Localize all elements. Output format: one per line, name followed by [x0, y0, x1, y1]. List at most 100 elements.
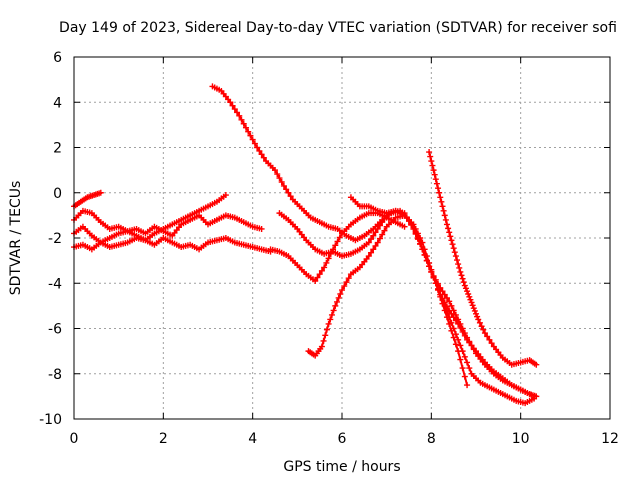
series-trace-j	[347, 194, 471, 389]
data-point	[446, 298, 453, 305]
data-point	[427, 153, 434, 160]
data-point	[325, 255, 332, 262]
x-tick-label: 10	[512, 431, 530, 447]
data-point	[473, 310, 479, 317]
x-tick-label: 0	[70, 431, 79, 447]
data-point	[457, 268, 464, 275]
data-point	[376, 222, 383, 229]
data-point	[441, 212, 448, 219]
data-point	[238, 116, 245, 123]
data-point	[229, 102, 236, 109]
data-point	[468, 342, 475, 349]
data-point	[470, 346, 477, 353]
data-point	[475, 316, 482, 323]
data-point	[429, 162, 436, 169]
data-point	[334, 238, 341, 245]
data-point	[376, 235, 383, 242]
data-point	[439, 288, 446, 295]
data-point	[419, 239, 426, 246]
data-point	[234, 109, 241, 116]
data-point	[469, 302, 476, 309]
series-trace-b	[71, 235, 274, 255]
data-point	[341, 283, 348, 290]
data-point	[459, 275, 466, 282]
data-point	[451, 249, 458, 256]
data-point	[379, 219, 386, 226]
data-point	[446, 229, 453, 236]
data-point	[222, 192, 229, 199]
data-point	[466, 293, 473, 300]
data-point	[462, 285, 469, 292]
data-point	[437, 293, 444, 300]
data-point	[285, 189, 292, 196]
data-point	[450, 245, 457, 252]
data-point	[461, 330, 468, 337]
data-point	[452, 341, 459, 348]
data-point	[452, 253, 459, 260]
data-point	[461, 282, 468, 289]
data-point	[426, 259, 433, 266]
plot-frame	[73, 56, 611, 420]
data-point	[325, 320, 332, 327]
data-point	[323, 326, 330, 333]
data-point	[459, 325, 466, 332]
data-point	[287, 193, 294, 200]
data-point	[332, 242, 339, 249]
data-point	[227, 99, 234, 106]
data-point	[481, 330, 488, 337]
data-point	[249, 136, 256, 143]
data-point	[445, 225, 452, 232]
data-point	[441, 307, 448, 314]
data-point	[365, 239, 372, 246]
data-point	[457, 320, 464, 327]
data-point	[345, 275, 352, 282]
y-tick-label: 6	[53, 50, 62, 66]
data-point	[443, 221, 450, 228]
data-point	[464, 382, 471, 389]
data-point	[343, 279, 350, 286]
data-point	[247, 132, 254, 139]
x-axis-label: GPS time / hours	[283, 459, 400, 475]
data-point	[330, 307, 337, 314]
y-tick-label: -4	[48, 276, 62, 292]
data-point	[526, 391, 533, 398]
data-point	[443, 314, 450, 321]
data-point	[447, 233, 454, 240]
data-point	[440, 207, 447, 214]
data-point	[464, 359, 471, 366]
x-tick-label: 6	[338, 431, 347, 447]
y-tick-label: -10	[39, 412, 62, 428]
data-point	[372, 229, 379, 236]
data-point	[466, 365, 473, 372]
data-point	[456, 264, 463, 271]
y-tick-label: -2	[48, 231, 62, 247]
data-point	[374, 225, 381, 232]
data-point	[431, 171, 438, 178]
data-point	[454, 257, 461, 264]
data-point	[467, 296, 474, 303]
data-point	[336, 234, 343, 241]
data-point	[258, 151, 265, 158]
series-trace-f	[276, 207, 540, 400]
data-point	[283, 186, 290, 193]
data-point	[455, 336, 462, 343]
data-point	[464, 288, 471, 295]
data-point	[323, 259, 330, 266]
data-point	[97, 189, 104, 196]
chart-title: Day 149 of 2023, Sidereal Day-to-day VTE…	[59, 20, 617, 36]
data-point	[448, 237, 455, 244]
data-point	[480, 326, 487, 333]
y-tick-label: 0	[53, 186, 62, 202]
x-tick-label: 8	[427, 431, 436, 447]
x-tick-label: 12	[601, 431, 619, 447]
data-point	[365, 253, 372, 260]
series-trace-e	[209, 83, 538, 407]
y-tick-label: -6	[48, 322, 62, 338]
data-point	[254, 144, 261, 151]
data-point	[450, 334, 457, 341]
data-point	[231, 106, 238, 113]
y-tick-label: 4	[53, 95, 62, 111]
data-point	[330, 246, 337, 253]
data-point	[236, 112, 243, 119]
data-point	[465, 290, 472, 297]
